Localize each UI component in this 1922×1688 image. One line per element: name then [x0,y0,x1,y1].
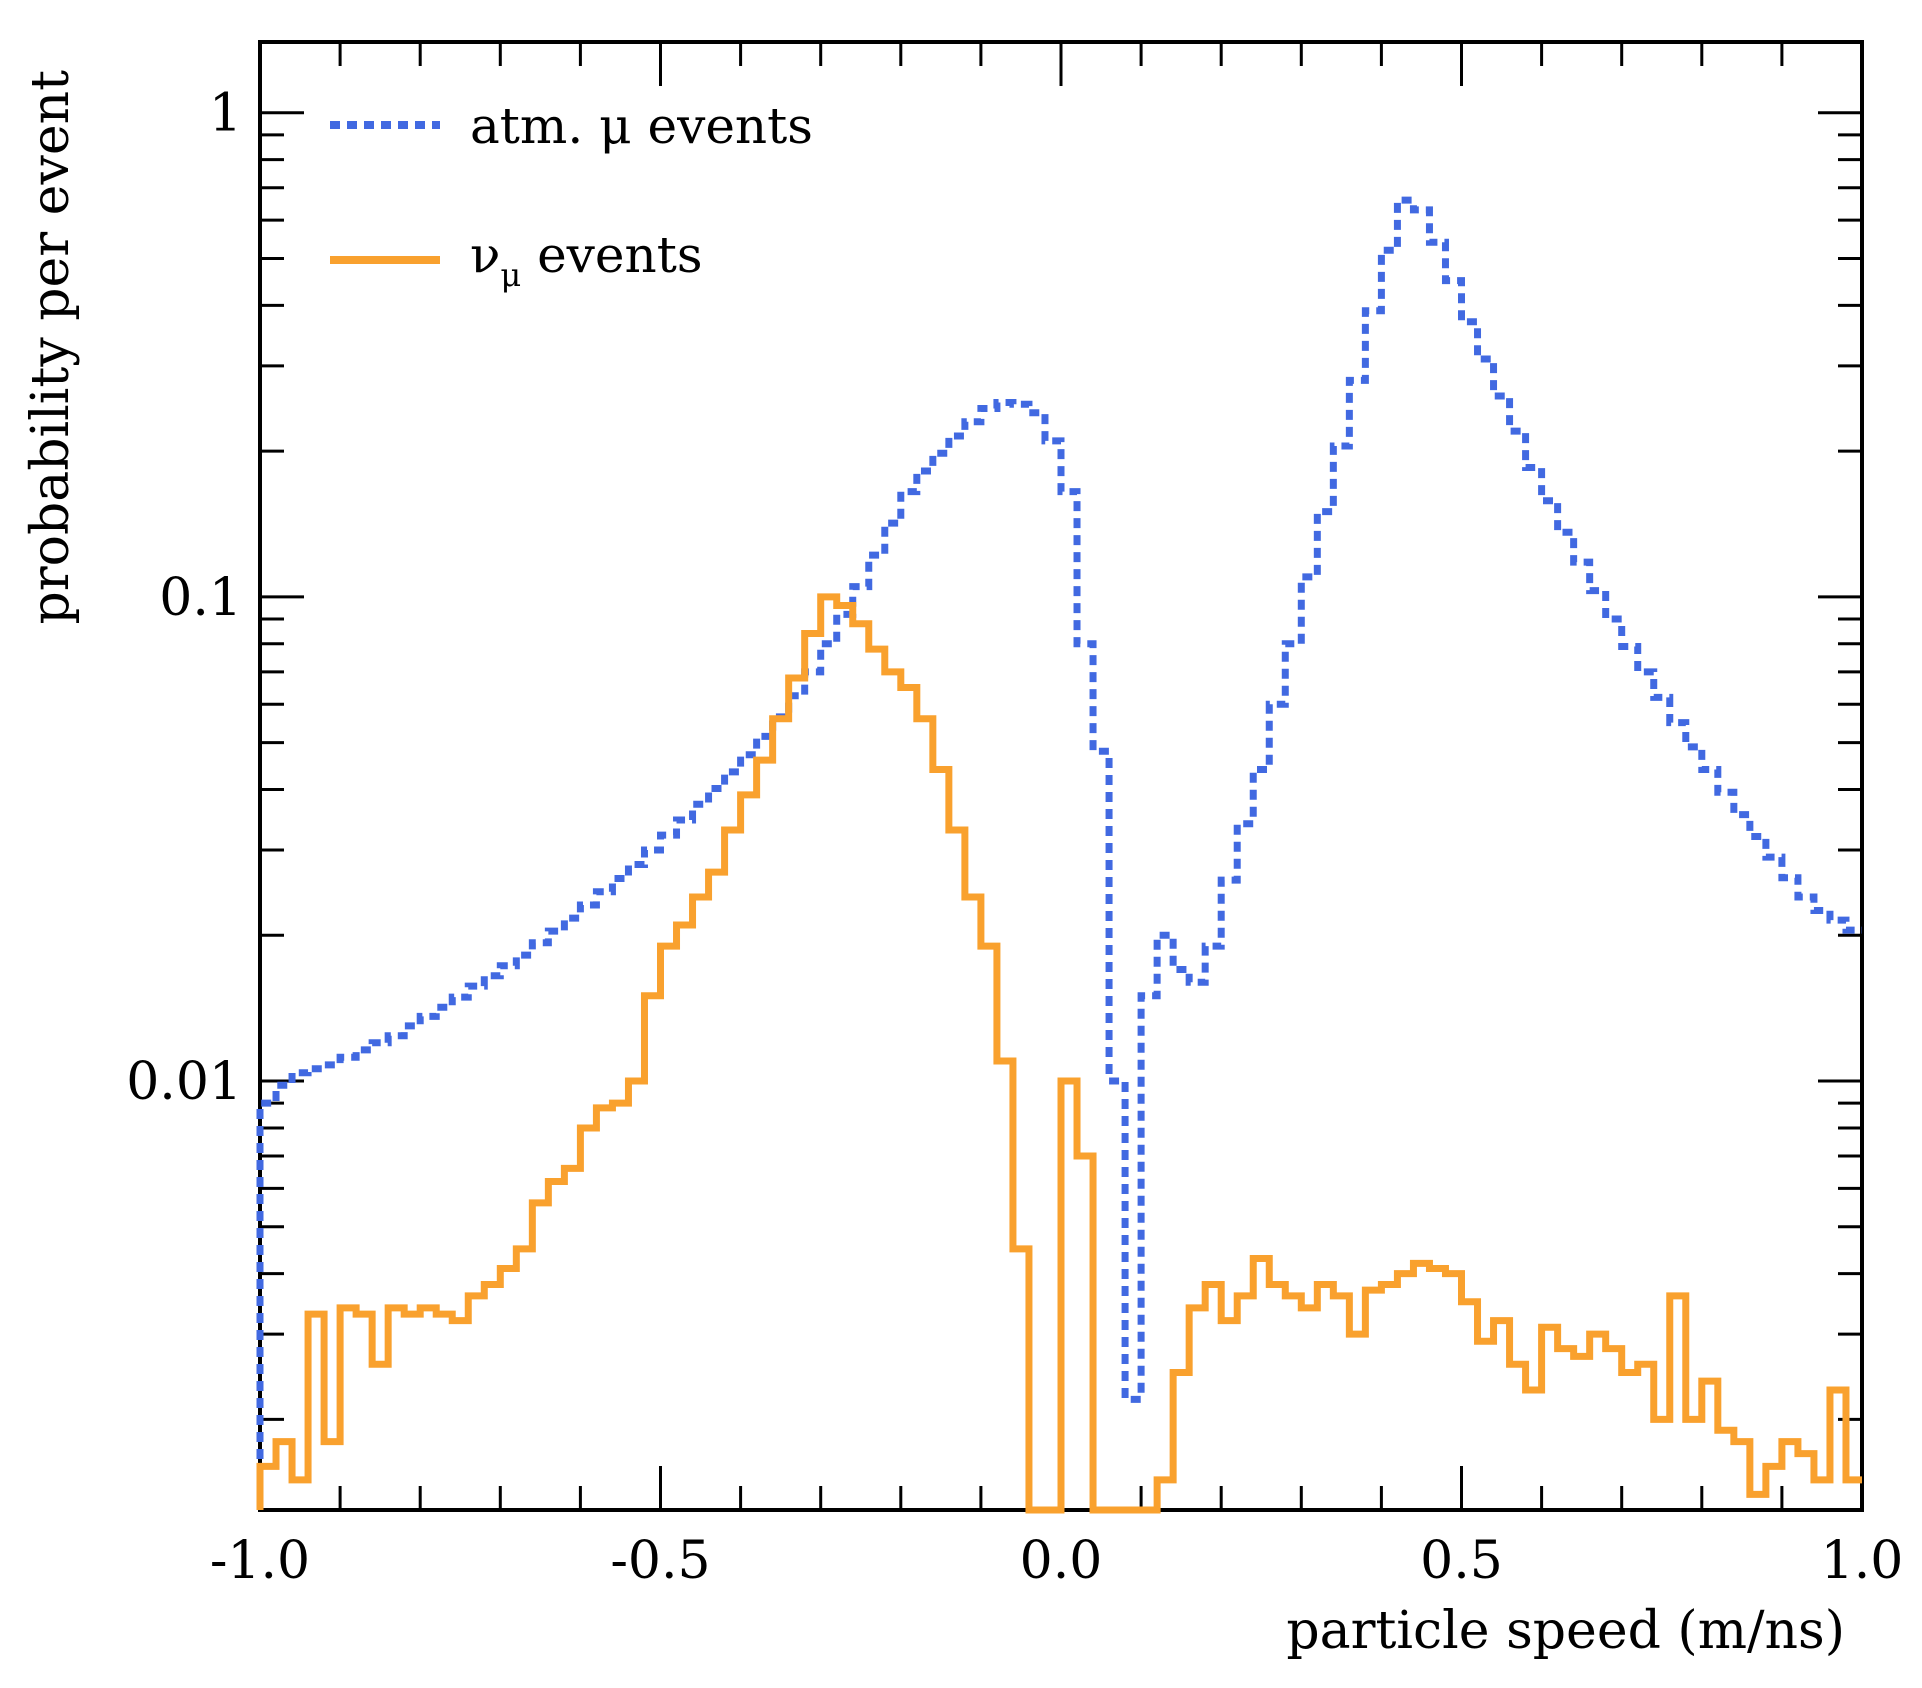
x-tick-label: -1.0 [210,1531,310,1591]
x-tick-label: 0.5 [1420,1531,1503,1591]
x-tick-label: -0.5 [610,1531,710,1591]
axis-ticks [258,42,1864,1510]
legend-label-numu-rest: events [521,226,702,284]
legend-label-numu-sub: μ [500,256,521,294]
tick-labels: -1.0 -0.5 0.0 0.5 1.0 0.01 0.1 1 [126,84,1903,1591]
series-layer [256,196,1862,1514]
legend: atm. μ events νμ events [330,97,813,294]
plot-area [256,40,1864,1514]
x-tick-label: 0.0 [1020,1531,1103,1591]
series-line-1 [256,593,1862,1514]
legend-label-numu-main: ν [470,226,500,284]
y-tick-label: 0.1 [159,568,242,628]
legend-label-numu: νμ events [470,226,702,294]
y-axis-title: probability per event [21,70,81,625]
x-tick-label: 1.0 [1821,1531,1904,1591]
legend-label-atm-mu: atm. μ events [470,97,813,155]
x-axis-title: particle speed (m/ns) [1286,1601,1845,1661]
y-tick-label: 0.01 [126,1052,242,1112]
y-tick-label: 1 [209,84,242,144]
series-line-0 [256,196,1862,1510]
